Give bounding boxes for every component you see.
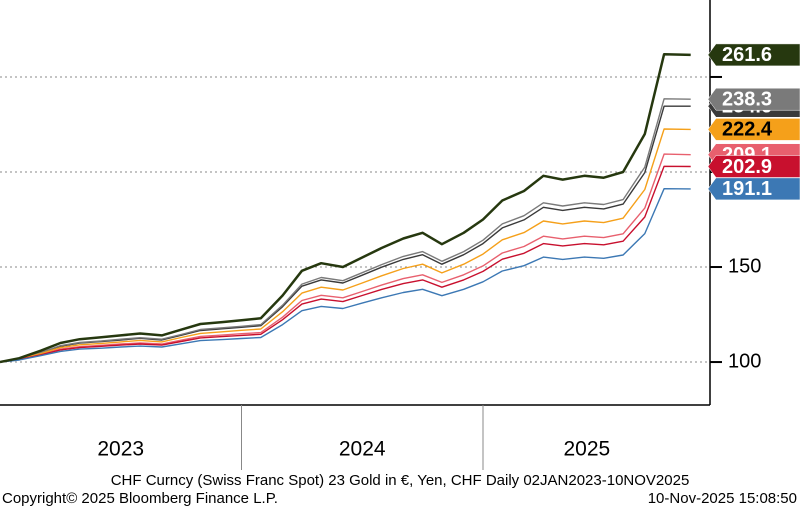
x-tick-label: 2025	[563, 438, 610, 461]
value-label: 222.4	[722, 119, 773, 141]
value-tag	[707, 177, 800, 201]
subtitle: CHF Curncy (Swiss Franc Spot) 23 Gold in…	[111, 472, 690, 489]
series-line	[0, 165, 691, 363]
series-line	[0, 153, 691, 363]
x-tick-label: 2024	[339, 438, 386, 461]
series-line	[0, 105, 691, 363]
value-tag	[707, 155, 800, 178]
timestamp: 10-Nov-2025 15:08:50	[648, 490, 797, 507]
value-label: 202.9	[722, 156, 772, 178]
value-label: 238.3	[722, 88, 772, 110]
value-label: 191.1	[722, 178, 772, 200]
series-line	[0, 128, 691, 363]
series-line	[0, 188, 691, 363]
copyright: Copyright© 2025 Bloomberg Finance L.P.	[2, 490, 278, 507]
value-tag	[707, 87, 800, 111]
series-line	[0, 52, 691, 364]
y-tick-label: 100	[728, 350, 761, 372]
value-label: 261.6	[722, 44, 772, 66]
x-tick-label: 2023	[97, 438, 144, 461]
value-tag	[707, 118, 800, 141]
value-tag	[707, 43, 800, 67]
y-tick-label: 150	[728, 255, 761, 277]
series-line	[0, 98, 691, 363]
